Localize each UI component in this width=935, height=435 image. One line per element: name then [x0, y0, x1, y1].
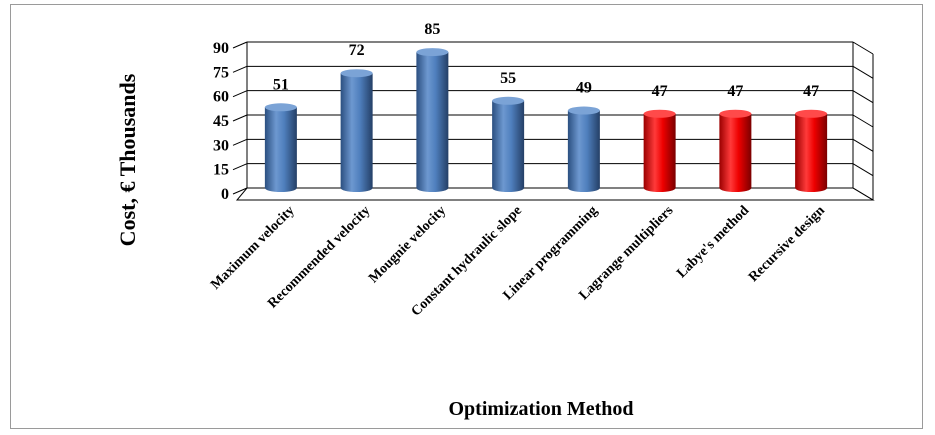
- side-wall-line: [852, 138, 874, 152]
- y-tick-depth: [232, 138, 248, 146]
- y-tick-depth: [232, 90, 248, 98]
- bar: [567, 106, 600, 192]
- data-label: 47: [803, 83, 819, 100]
- y-tick-label: 0: [221, 186, 229, 203]
- data-label: 51: [273, 76, 289, 93]
- side-wall-line: [852, 163, 874, 177]
- x-axis-title: Optimization Method: [449, 398, 634, 420]
- x-tick-label: Mougnie velocity: [366, 203, 449, 286]
- side-wall-line: [852, 41, 874, 55]
- bar-layer: [264, 48, 828, 192]
- y-tick-depth: [232, 41, 248, 49]
- y-tick-label: 30: [213, 137, 229, 154]
- y-tick-label: 45: [213, 113, 229, 130]
- axis-layer: [235, 42, 875, 201]
- chart-frame: 0 15 30 45 60 75 90 51 Maximum velocity 72 Recomme…: [10, 4, 923, 429]
- side-wall-line: [852, 65, 874, 79]
- bar: [416, 48, 449, 192]
- y-tick-depth: [232, 187, 248, 195]
- side-wall-line: [852, 114, 874, 128]
- y-axis-title: Cost, € Thousands: [115, 73, 140, 246]
- data-label: 72: [349, 42, 365, 59]
- y-tick-depth: [232, 114, 248, 122]
- y-tick-label: 90: [213, 40, 229, 57]
- y-tick-label: 75: [213, 64, 229, 81]
- x-tick-label: Labye's method: [674, 203, 752, 281]
- bar: [264, 103, 297, 192]
- data-label: 55: [500, 70, 516, 87]
- data-label: 47: [652, 83, 668, 100]
- x-tick-label: Maximum velocity: [208, 203, 298, 293]
- data-label: 85: [424, 21, 440, 38]
- bar: [492, 96, 525, 192]
- y-tick-label: 60: [213, 89, 229, 106]
- bar: [719, 109, 752, 192]
- grid-layer: [232, 41, 874, 201]
- x-tick-label: Recursive design: [746, 203, 828, 285]
- y-tick-label: 15: [213, 162, 229, 179]
- bar: [795, 109, 828, 192]
- side-wall-line: [852, 90, 874, 104]
- floor-plane: [235, 187, 875, 201]
- bar: [340, 69, 373, 192]
- bar: [643, 109, 676, 192]
- data-label: 47: [727, 83, 743, 100]
- y-tick-depth: [232, 65, 248, 73]
- data-label: 49: [576, 80, 592, 97]
- y-tick-depth: [232, 163, 248, 171]
